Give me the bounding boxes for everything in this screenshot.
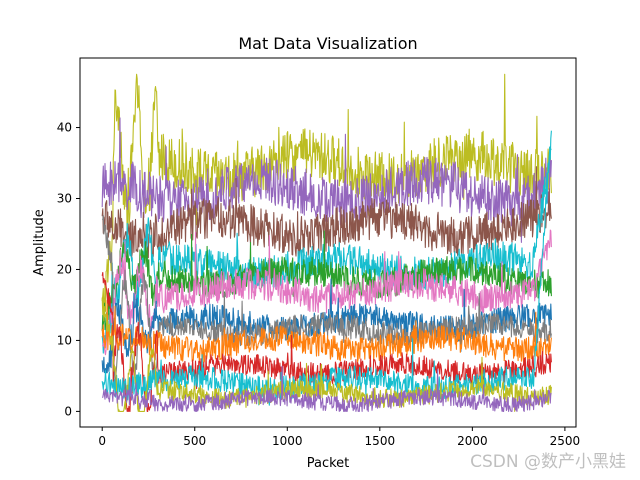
y-tick-label: 30 <box>57 192 72 206</box>
series-layer <box>101 73 552 412</box>
chart-title: Mat Data Visualization <box>238 34 417 53</box>
series-line <box>101 73 552 315</box>
y-axis-label: Amplitude <box>32 209 47 276</box>
series-line <box>101 230 552 331</box>
y-tick-label: 40 <box>57 121 72 135</box>
y-axis: 0 10 20 30 40 <box>57 121 80 418</box>
series-line <box>102 365 552 412</box>
y-tick-label: 10 <box>57 333 72 347</box>
watermark: CSDN @数产小黑娃 <box>470 452 626 472</box>
x-tick-label: 500 <box>183 434 206 448</box>
series-line <box>101 214 552 388</box>
x-axis: 0 500 1000 1500 2000 2500 <box>98 427 580 448</box>
y-tick-label: 20 <box>57 262 72 276</box>
x-tick-label: 2000 <box>457 434 488 448</box>
x-tick-label: 2500 <box>550 434 581 448</box>
y-tick-label: 0 <box>64 404 72 418</box>
x-tick-label: 1500 <box>365 434 396 448</box>
series-line <box>101 297 552 412</box>
x-tick-label: 1000 <box>272 434 303 448</box>
plot-frame <box>79 57 577 428</box>
x-tick-label: 0 <box>98 434 106 448</box>
series-line <box>101 299 552 364</box>
series-line <box>101 166 552 259</box>
x-axis-label: Packet <box>307 456 350 471</box>
